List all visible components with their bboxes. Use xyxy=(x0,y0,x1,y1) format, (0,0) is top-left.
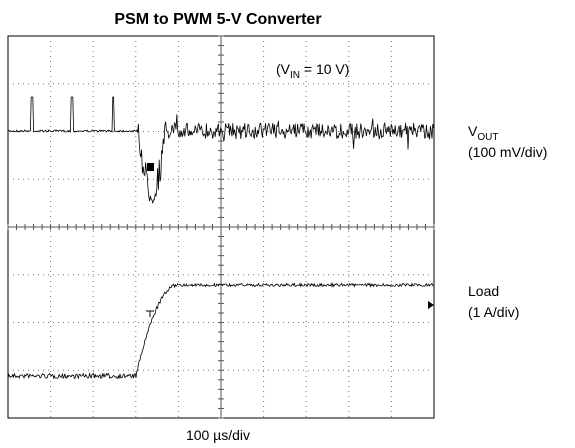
title: PSM to PWM 5-V Converter xyxy=(114,11,321,28)
load-scale: (1 A/div) xyxy=(468,304,519,320)
input-voltage-note: (VIN = 10 V) xyxy=(276,61,349,81)
trigger-marker xyxy=(146,310,154,317)
timebase: 100 µs/div xyxy=(186,427,250,443)
note-open: (V xyxy=(276,61,291,77)
vout-label: VOUT xyxy=(468,123,498,143)
load-trace xyxy=(7,282,434,380)
trigger-arrow xyxy=(428,301,434,309)
load-label: Load xyxy=(468,283,499,299)
note-rest: = 10 V) xyxy=(300,61,349,77)
marker xyxy=(147,163,154,171)
traces xyxy=(7,96,434,380)
vout-scale: (100 mV/div) xyxy=(468,144,547,160)
vout-sub: OUT xyxy=(477,132,498,143)
vout-name: V xyxy=(468,123,478,139)
grid xyxy=(7,35,435,419)
vout-trace xyxy=(7,96,434,204)
note-sub: IN xyxy=(290,70,300,81)
